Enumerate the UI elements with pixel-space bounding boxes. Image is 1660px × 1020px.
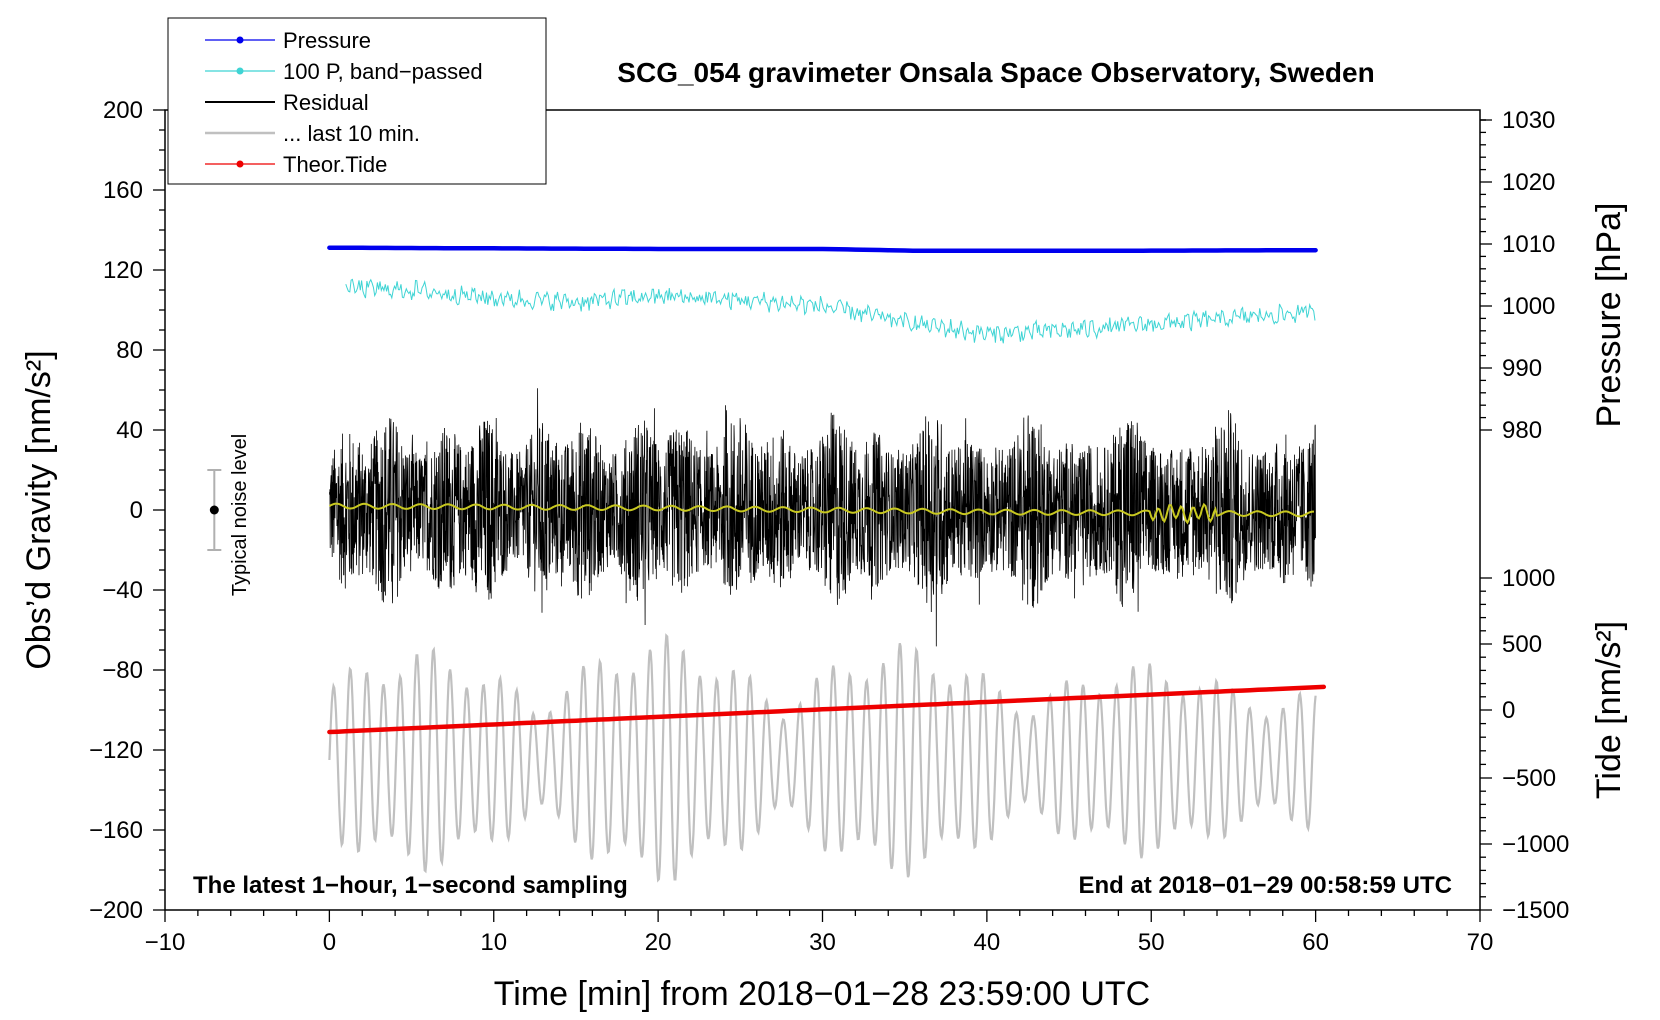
tide-tick-label: −1000 xyxy=(1502,831,1569,858)
pressure-tick-label: 1010 xyxy=(1502,231,1555,258)
x-tick-label: 30 xyxy=(809,929,836,956)
x-tick-label: 10 xyxy=(480,929,507,956)
y-axis-title-pressure: Pressure [hPa] xyxy=(1590,203,1628,428)
tide-tick-label: 0 xyxy=(1502,697,1515,724)
legend-marker-bandpassed xyxy=(236,67,244,75)
noise-center-dot xyxy=(209,505,219,515)
legend-label-bandpassed: 100 P, band−passed xyxy=(283,59,483,84)
legend-item-theor-tide: Theor.Tide xyxy=(205,152,387,177)
legend-item-pressure: Pressure xyxy=(205,28,371,53)
tide-tick-label: 500 xyxy=(1502,631,1542,658)
series-last-10-min xyxy=(328,633,1317,883)
tide-tick-label: −500 xyxy=(1502,765,1556,792)
pressure-tick-label: 980 xyxy=(1502,417,1542,444)
chart-title: SCG_054 gravimeter Onsala Space Observat… xyxy=(617,57,1374,88)
x-tick-label: 40 xyxy=(974,929,1001,956)
legend-label-pressure: Pressure xyxy=(283,28,371,53)
series-bandpassed-pressure xyxy=(345,278,1316,344)
y-tick-label: 80 xyxy=(116,337,143,364)
series-residual xyxy=(329,388,1316,647)
legend-item-bandpassed: 100 P, band−passed xyxy=(205,59,483,84)
y-axis-title-tide: Tide [nm/s²] xyxy=(1590,621,1628,799)
y-axis-title-gravity: Obs’d Gravity [nm/s²] xyxy=(20,350,58,669)
pressure-tick-label: 1020 xyxy=(1502,169,1555,196)
x-axis-ticks: −10 0 10 20 30 40 50 60 70 xyxy=(145,910,1494,956)
y-tick-label: 120 xyxy=(103,257,143,284)
x-tick-label: 20 xyxy=(645,929,672,956)
y-tick-label: 0 xyxy=(130,497,143,524)
tide-tick-label: −1500 xyxy=(1502,897,1569,924)
legend-item-last-10-min: ... last 10 min. xyxy=(205,121,420,146)
x-tick-label: 50 xyxy=(1138,929,1165,956)
y-tick-label: −40 xyxy=(102,577,143,604)
y-right-axis-ticks: 1030 1020 1010 1000 990 980 1000 500 0 −500 −1000 −… xyxy=(1480,107,1569,924)
series-pressure xyxy=(327,245,1318,254)
legend-item-residual: Residual xyxy=(205,90,369,115)
y-tick-label: 40 xyxy=(116,417,143,444)
y-tick-label: −200 xyxy=(89,897,143,924)
pressure-tick-label: 990 xyxy=(1502,355,1542,382)
y-tick-label: −120 xyxy=(89,737,143,764)
y-tick-label: −160 xyxy=(89,817,143,844)
legend-label-residual: Residual xyxy=(283,90,369,115)
pressure-tick-label: 1030 xyxy=(1502,107,1555,134)
y-tick-label: −80 xyxy=(102,657,143,684)
tide-tick-label: 1000 xyxy=(1502,565,1555,592)
legend: Pressure 100 P, band−passed Residual ...… xyxy=(167,17,547,185)
legend-marker-pressure xyxy=(236,36,244,44)
noise-level-bar: Typical noise level xyxy=(207,434,251,596)
note-sampling: The latest 1−hour, 1−second sampling xyxy=(193,872,628,899)
noise-label: Typical noise level xyxy=(229,434,251,596)
x-axis-title: Time [min] from 2018−01−28 23:59:00 UTC xyxy=(494,975,1150,1013)
pressure-tick-label: 1000 xyxy=(1502,293,1555,320)
x-tick-label: 60 xyxy=(1302,929,1329,956)
x-tick-label: 0 xyxy=(323,929,336,956)
plot-traces xyxy=(327,245,1327,883)
y-tick-label: 160 xyxy=(103,177,143,204)
y-tick-label: 200 xyxy=(103,97,143,124)
x-tick-label: −10 xyxy=(145,929,186,956)
legend-label-theor-tide: Theor.Tide xyxy=(283,152,387,177)
legend-marker-theor-tide xyxy=(236,160,244,168)
x-tick-label: 70 xyxy=(1467,929,1494,956)
series-residual-smoothed xyxy=(328,502,1314,525)
legend-label-last-10-min: ... last 10 min. xyxy=(283,121,420,146)
series-theor-tide xyxy=(327,684,1327,735)
y-left-axis-ticks: 200 160 120 80 40 0 −40 −80 −120 −160 −200 xyxy=(89,97,165,924)
note-end-time: End at 2018−01−29 00:58:59 UTC xyxy=(1078,872,1452,899)
